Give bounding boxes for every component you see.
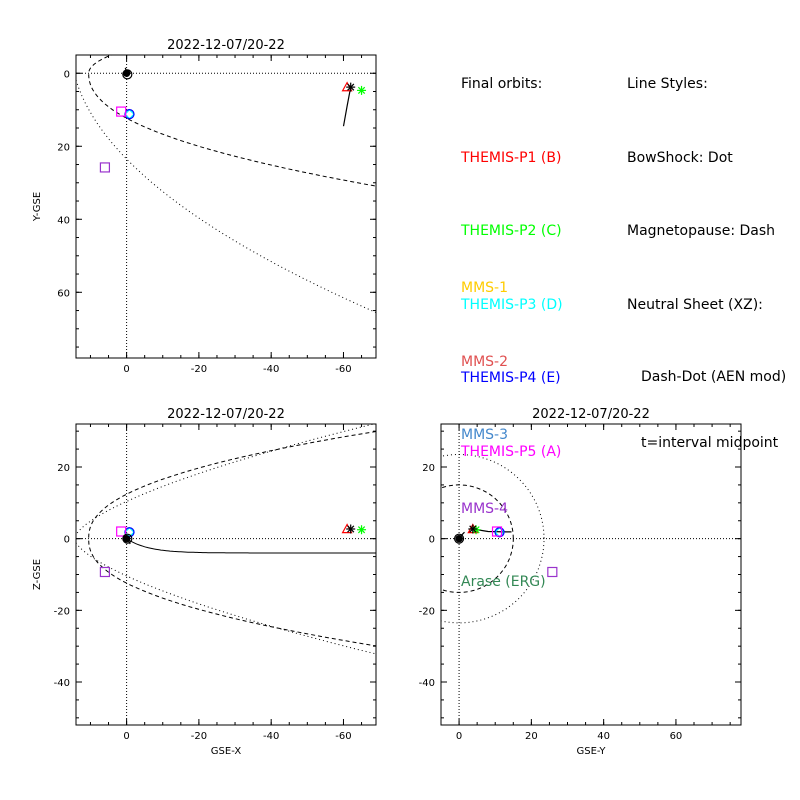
style-bowshock: BowShock: Dot	[627, 149, 733, 166]
x-tick-label: 0	[123, 364, 129, 375]
mms-4-marker	[99, 162, 111, 173]
line-styles-title: Line Styles:	[627, 76, 708, 92]
y-tick-label: 20	[57, 142, 70, 153]
orbits-legend-title: Final orbits:	[461, 76, 543, 92]
legend-themis-p1: THEMIS-P1 (B)	[461, 149, 562, 166]
y-axis-label: Y-GSE	[32, 192, 43, 222]
style-magnetopause: Magnetopause: Dash	[627, 223, 776, 239]
style-interval-note: t=interval midpoint	[641, 435, 779, 451]
current-position-marker	[346, 524, 356, 534]
y-tick-label: 20	[57, 463, 70, 474]
x-tick-label: -60	[335, 731, 351, 742]
x-tick-label: 60	[670, 731, 683, 742]
y-tick-label: 0	[64, 535, 70, 546]
line-styles-legend: Line Styles: BowShock: Dot Magnetopause:…	[627, 23, 786, 477]
earth-marker	[455, 534, 463, 543]
x-tick-label: -40	[263, 364, 279, 375]
magnetopause-curve	[441, 484, 514, 593]
x-tick-label: -60	[335, 364, 351, 375]
y-tick-label: -20	[54, 606, 70, 617]
legend-themis-p5: THEMIS-P5 (A)	[461, 443, 562, 460]
plot-title: 2022-12-07/20-22	[167, 38, 285, 53]
x-tick-label: 0	[123, 731, 129, 742]
legend-themis-p3: THEMIS-P3 (D)	[461, 296, 563, 313]
x-tick-label: -20	[191, 364, 207, 375]
bowshock-curve	[76, 77, 376, 314]
plot-frame	[75, 423, 377, 726]
y-tick-label: 0	[64, 69, 70, 80]
themis-p5-a-marker	[116, 526, 127, 537]
mms-4-marker	[547, 566, 558, 578]
plot-frame	[75, 54, 377, 359]
plot-content	[76, 424, 376, 725]
magnetopause-curve	[88, 430, 376, 647]
themis-p4-e-marker	[124, 109, 135, 120]
themis-p2-c-marker	[357, 85, 367, 95]
arase-erg-marker	[453, 533, 465, 544]
earth-marker	[122, 69, 131, 77]
earth-marker	[122, 534, 131, 543]
arase-erg-marker	[122, 533, 133, 544]
y-tick-label: -40	[54, 678, 70, 689]
legend-mms-1: MMS-1	[461, 280, 509, 296]
orbits-legend: Final orbits: THEMIS-P1 (B) THEMIS-P2 (C…	[461, 23, 563, 489]
x-axis-label: GSE-Y	[577, 746, 607, 757]
legend-mms-4: MMS-4	[461, 500, 509, 517]
themis-p5-a-marker	[491, 526, 503, 537]
x-tick-label: -20	[191, 731, 207, 742]
themis-p4-e-marker	[494, 527, 505, 538]
x-axis-label: GSE-X	[211, 746, 242, 757]
xz-panel: 2022-12-07/20-22 0 -20 -40 -60 20 0 -20 -40 GSE-X…	[32, 407, 377, 757]
y-tick-label: -40	[419, 678, 435, 689]
y-axis-label: Z-GSE	[32, 559, 43, 590]
style-neutral-sheet-mod: Dash-Dot (AEN mod)	[641, 369, 787, 385]
y-tick-label: 40	[57, 215, 70, 226]
plot-title: 2022-12-07/20-22	[532, 407, 650, 422]
legend-themis-p4: THEMIS-P4 (E)	[461, 370, 561, 386]
mms-legend: MMS-1 MMS-2 MMS-3 MMS-4 Arase (ERG)	[461, 227, 546, 619]
plot-content	[76, 55, 376, 358]
y-tick-label: 0	[429, 535, 435, 546]
current-position-marker	[468, 524, 478, 534]
themis-p5-a-marker	[116, 106, 127, 117]
x-tick-label: -40	[263, 731, 279, 742]
y-tick-label: -20	[419, 606, 435, 617]
x-tick-label: 20	[525, 731, 538, 742]
themis-p2-c-marker	[357, 525, 367, 535]
orbit-trace	[342, 86, 352, 127]
bowshock-curve	[441, 454, 545, 624]
legend-themis-p2: THEMIS-P2 (C)	[461, 223, 562, 239]
xy-panel: 2022-12-07/20-22 0 -20 -40 -60 0 20 40 60 Y-GSE	[32, 38, 377, 375]
legend-mms-3: MMS-3	[461, 427, 509, 443]
legend-mms-2: MMS-2	[461, 353, 509, 370]
legend-arase: Arase (ERG)	[461, 574, 546, 590]
y-tick-label: 20	[422, 463, 435, 474]
x-tick-label: 40	[597, 731, 610, 742]
plot-title: 2022-12-07/20-22	[167, 407, 285, 422]
style-neutral-sheet: Neutral Sheet (XZ):	[627, 296, 763, 313]
mms-4-marker	[99, 566, 111, 578]
y-tick-label: 60	[57, 288, 70, 299]
plot-content	[441, 424, 741, 725]
current-position-marker	[346, 82, 356, 92]
yz-panel: 2022-12-07/20-22 0 20 40 60 20 0 -20 -40 GSE-Y	[419, 407, 742, 757]
x-tick-label: 0	[456, 731, 462, 742]
neutral-sheet-curve	[126, 538, 376, 554]
magnetopause-curve	[88, 55, 376, 187]
